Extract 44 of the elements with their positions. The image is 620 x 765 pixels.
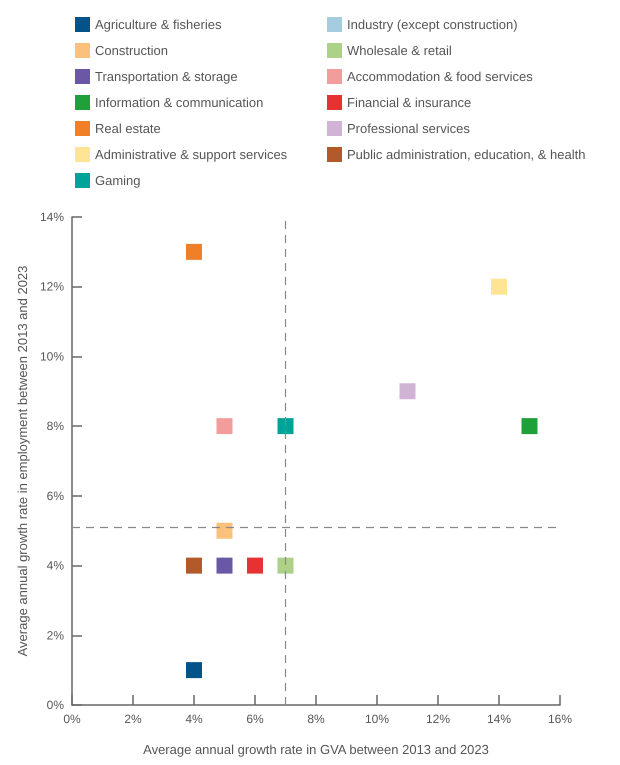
x-tick-label: 4%	[185, 712, 203, 726]
point	[278, 558, 294, 574]
legend-label: Agriculture & fisheries	[95, 17, 222, 32]
y-tick-label: 10%	[40, 349, 64, 364]
legend-label: Accommodation & food services	[347, 69, 534, 84]
y-tick-label: 8%	[46, 419, 64, 434]
legend-label: Professional services	[347, 121, 470, 136]
x-axis-title: Average annual growth rate in GVA between 2013 and 2023	[143, 742, 489, 757]
y-tick-label: 6%	[46, 488, 64, 503]
x-tick-label: 8%	[307, 712, 325, 726]
y-tick-label: 2%	[46, 628, 64, 642]
x-tick-label: 14%	[486, 712, 512, 726]
x-tick-label: 2%	[124, 712, 142, 726]
point	[491, 278, 507, 295]
legend-label: Information & communication	[95, 95, 264, 110]
point	[400, 383, 416, 400]
point	[186, 558, 202, 574]
x-tick-label: 16%	[548, 712, 572, 726]
point	[216, 558, 232, 574]
x-tick-label: 10%	[364, 712, 390, 726]
x-tick-label: 0%	[63, 712, 81, 726]
x-tick-label: 12%	[426, 712, 450, 726]
legend-label: Public administration, education, & health	[347, 147, 586, 162]
y-tick-label: 12%	[40, 280, 64, 294]
legend-label: Gaming	[95, 173, 141, 188]
y-tick-label: 0%	[46, 698, 64, 712]
y-tick-label: 4%	[46, 558, 64, 573]
point	[247, 558, 263, 574]
legend-label: Real estate	[95, 121, 161, 136]
point	[216, 418, 232, 434]
legend-label: Construction	[95, 43, 168, 58]
legend-label: Financial & insurance	[347, 95, 472, 110]
legend-label: Transportation & storage	[95, 69, 238, 84]
legend-label: Wholesale & retail	[347, 43, 452, 58]
y-tick-label: 14%	[40, 210, 64, 224]
y-axis-title: Average annual growth rate in employment between 2013 and 2023	[15, 266, 30, 656]
point	[216, 522, 232, 539]
point	[522, 418, 538, 434]
point	[278, 418, 294, 434]
legend-label: Administrative & support services	[95, 147, 288, 162]
legend-label: Industry (except construction)	[347, 17, 518, 32]
point	[186, 244, 202, 260]
x-tick-label: 6%	[246, 712, 264, 726]
point	[186, 662, 202, 678]
